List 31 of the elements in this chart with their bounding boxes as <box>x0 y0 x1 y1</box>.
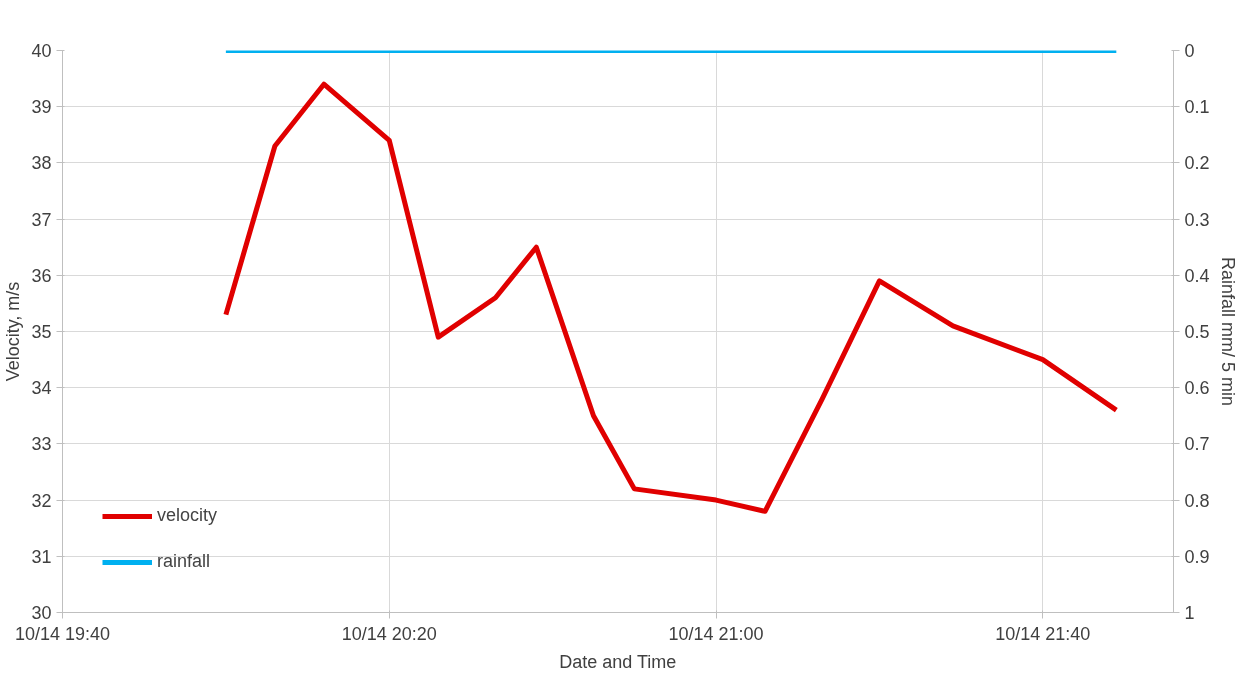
legend-label: velocity <box>157 505 218 526</box>
y-tick-label: 40 <box>31 41 52 61</box>
y2-tick-label: 1 <box>1184 603 1195 623</box>
legend-label: rainfall <box>157 551 211 572</box>
x-tick-label: 10/14 21:00 <box>668 623 764 644</box>
y-tick-label: 36 <box>31 265 52 286</box>
x-tick-label: 10/14 21:40 <box>995 623 1091 644</box>
y2-tick-label: 0.8 <box>1184 490 1210 511</box>
y2-tick-label: 0.3 <box>1184 209 1210 230</box>
y-tick-label: 33 <box>31 434 52 455</box>
x-axis-title: Date and Time <box>559 651 677 672</box>
y2-tick-label: 0.1 <box>1184 97 1210 118</box>
y-tick-label: 37 <box>31 209 52 230</box>
y2-tick-label: 0 <box>1184 41 1195 61</box>
y-axis-title: Velocity, m/s <box>3 281 24 382</box>
y-tick-label: 35 <box>31 322 52 342</box>
y2-tick-label: 0.6 <box>1184 378 1210 399</box>
y2-tick-label: 0.5 <box>1184 322 1210 342</box>
y-tick-label: 39 <box>31 97 52 118</box>
y2-tick-label: 0.9 <box>1184 546 1210 567</box>
x-tick-label: 10/14 19:40 <box>14 623 111 644</box>
y-tick-label: 31 <box>31 546 52 567</box>
y-tick-label: 38 <box>31 153 52 174</box>
y-tick-label: 30 <box>31 603 52 623</box>
y-tick-label: 34 <box>31 378 52 399</box>
y2-axis-title: Rainfall mm/ 5 min <box>1217 256 1238 407</box>
y2-tick-label: 0.7 <box>1184 434 1210 455</box>
y2-tick-label: 0.4 <box>1184 265 1210 286</box>
y2-tick-label: 0.2 <box>1184 153 1210 174</box>
x-tick-label: 10/14 20:20 <box>341 623 437 644</box>
y-tick-label: 32 <box>31 490 52 511</box>
